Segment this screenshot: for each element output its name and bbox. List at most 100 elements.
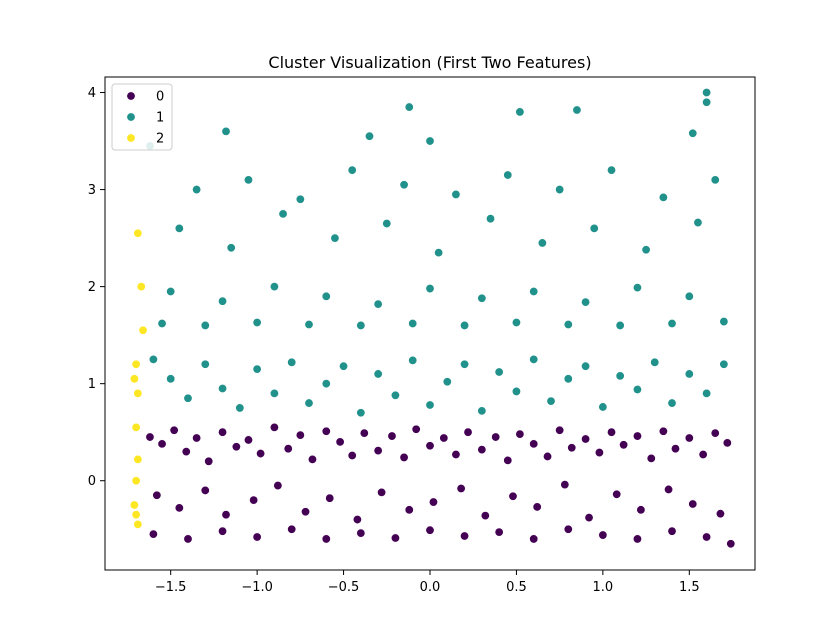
point-cluster-1-72	[399, 180, 409, 190]
point-cluster-1-27	[615, 371, 625, 381]
point-cluster-0-5	[204, 456, 214, 466]
point-cluster-1-68	[192, 185, 202, 195]
point-cluster-1-55	[632, 283, 642, 293]
point-cluster-1-87	[688, 128, 698, 138]
y-tick-label: 1	[88, 377, 96, 392]
point-cluster-0-7	[231, 442, 241, 452]
point-cluster-1-21	[511, 386, 521, 396]
point-cluster-0-58	[456, 483, 466, 493]
point-cluster-0-82	[598, 530, 608, 540]
point-cluster-0-23	[439, 433, 449, 443]
point-cluster-0-49	[221, 510, 231, 520]
point-cluster-1-31	[684, 369, 694, 379]
point-cluster-2-8	[131, 476, 141, 486]
point-cluster-2-2	[138, 325, 148, 335]
point-cluster-0-40	[658, 426, 668, 436]
point-cluster-1-52	[477, 293, 487, 303]
point-cluster-0-61	[532, 502, 542, 512]
point-cluster-0-77	[425, 525, 435, 535]
point-cluster-0-32	[555, 425, 565, 435]
point-cluster-1-63	[486, 214, 496, 224]
point-cluster-1-23	[546, 396, 556, 406]
point-cluster-0-68	[715, 509, 725, 519]
point-cluster-0-62	[560, 480, 570, 490]
point-cluster-1-18	[460, 359, 470, 369]
point-cluster-1-15	[408, 355, 418, 365]
point-cluster-1-41	[511, 318, 521, 328]
point-cluster-0-28	[503, 455, 513, 465]
point-cluster-1-9	[304, 398, 314, 408]
point-cluster-0-37	[619, 440, 629, 450]
point-cluster-0-12	[295, 430, 305, 440]
point-cluster-1-61	[382, 219, 392, 229]
point-cluster-1-65	[589, 223, 599, 233]
point-cluster-1-30	[667, 398, 677, 408]
point-cluster-1-13	[373, 369, 383, 379]
point-cluster-1-10	[321, 379, 331, 389]
point-cluster-0-57	[428, 497, 438, 507]
point-cluster-1-40	[460, 320, 470, 330]
point-cluster-1-44	[667, 318, 677, 328]
point-cluster-1-51	[425, 284, 435, 294]
point-cluster-0-18	[373, 446, 383, 456]
point-cluster-0-47	[174, 503, 184, 513]
point-cluster-1-7	[269, 388, 279, 398]
point-cluster-1-84	[404, 102, 414, 112]
x-tick-label: 0.0	[420, 580, 441, 595]
point-cluster-1-78	[710, 175, 720, 185]
point-cluster-0-76	[390, 533, 400, 543]
point-cluster-0-25	[463, 427, 473, 437]
point-cluster-2-1	[136, 282, 146, 292]
point-cluster-1-81	[425, 136, 435, 146]
point-cluster-1-48	[269, 282, 279, 292]
point-cluster-0-33	[567, 443, 577, 453]
point-cluster-1-26	[598, 402, 608, 412]
point-cluster-1-42	[563, 319, 573, 329]
point-cluster-0-17	[359, 428, 369, 438]
point-cluster-0-21	[411, 424, 421, 434]
point-cluster-0-8	[243, 435, 253, 445]
point-cluster-0-63	[584, 513, 594, 523]
point-cluster-1-59	[278, 209, 288, 219]
point-cluster-0-52	[301, 507, 311, 517]
point-cluster-1-1	[166, 374, 176, 384]
point-cluster-0-53	[325, 493, 335, 503]
point-cluster-0-19	[387, 431, 397, 441]
point-cluster-0-4	[192, 433, 202, 443]
point-cluster-1-36	[252, 318, 262, 328]
point-cluster-0-67	[688, 499, 698, 509]
point-cluster-1-46	[166, 286, 176, 296]
point-cluster-0-65	[636, 505, 646, 515]
x-tick-label: 1.0	[593, 580, 614, 595]
point-cluster-1-75	[555, 185, 565, 195]
point-cluster-0-41	[670, 444, 680, 454]
point-cluster-0-50	[249, 495, 259, 505]
point-cluster-1-60	[330, 233, 340, 243]
point-cluster-0-43	[698, 450, 708, 460]
point-cluster-0-10	[269, 422, 279, 432]
point-cluster-2-9	[129, 500, 139, 510]
point-cluster-1-32	[702, 388, 712, 398]
point-cluster-1-29	[650, 357, 660, 367]
point-cluster-1-38	[356, 320, 366, 330]
y-tick-label: 3	[88, 183, 96, 198]
point-cluster-0-45	[722, 438, 732, 448]
point-cluster-0-64	[612, 489, 622, 499]
point-cluster-1-11	[339, 361, 349, 371]
point-cluster-0-55	[377, 487, 387, 497]
point-cluster-1-0	[148, 354, 158, 364]
point-cluster-0-71	[218, 526, 228, 536]
point-cluster-0-27	[491, 432, 501, 442]
point-cluster-0-20	[399, 452, 409, 462]
point-cluster-0-48	[200, 485, 210, 495]
point-cluster-0-66	[664, 484, 674, 494]
point-cluster-1-17	[442, 377, 452, 387]
point-cluster-1-34	[157, 318, 167, 328]
point-cluster-1-5	[235, 403, 245, 413]
point-cluster-1-71	[347, 165, 357, 175]
point-cluster-1-33	[719, 359, 729, 369]
point-cluster-0-22	[425, 441, 435, 451]
point-cluster-1-82	[515, 107, 525, 117]
point-cluster-0-29	[515, 429, 525, 439]
point-cluster-0-74	[321, 534, 331, 544]
